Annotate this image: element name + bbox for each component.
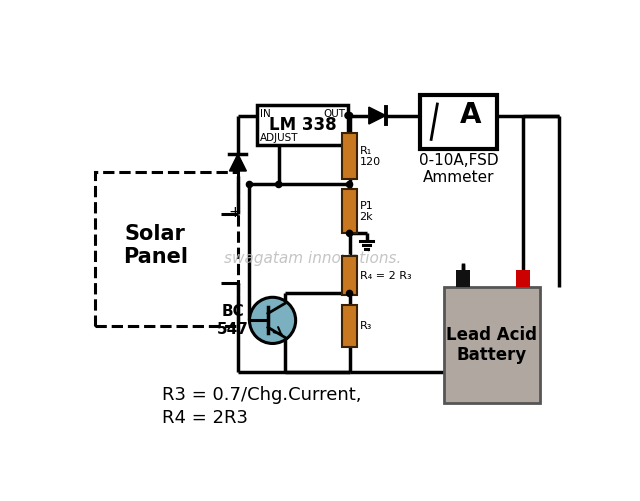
Text: swagatam innovations.: swagatam innovations. — [224, 252, 401, 266]
Circle shape — [346, 230, 353, 236]
Text: R4 = 2R3: R4 = 2R3 — [163, 409, 248, 427]
Bar — [342, 189, 357, 233]
Text: +: + — [228, 205, 241, 220]
Bar — [516, 271, 530, 287]
Circle shape — [345, 113, 351, 119]
Bar — [456, 271, 470, 287]
Text: IN: IN — [260, 109, 271, 119]
Circle shape — [276, 181, 282, 187]
Text: Solar
Panel: Solar Panel — [123, 224, 188, 268]
Polygon shape — [369, 107, 386, 124]
Text: R3 = 0.7/Chg.Current,: R3 = 0.7/Chg.Current, — [163, 386, 362, 404]
Text: LM 338: LM 338 — [269, 116, 337, 134]
Bar — [342, 257, 357, 295]
Polygon shape — [230, 154, 246, 171]
Text: BC
547: BC 547 — [216, 304, 248, 337]
Text: Lead Acid
Battery: Lead Acid Battery — [446, 326, 537, 364]
Circle shape — [346, 291, 353, 297]
Circle shape — [246, 181, 253, 187]
Circle shape — [346, 181, 353, 187]
Circle shape — [250, 297, 296, 344]
Text: P1
2k: P1 2k — [360, 200, 373, 222]
Text: R₃: R₃ — [360, 321, 372, 331]
Bar — [342, 133, 357, 179]
Bar — [444, 287, 540, 403]
Circle shape — [346, 113, 353, 119]
Text: R₁
120: R₁ 120 — [360, 146, 381, 167]
Text: 0-10A,FSD
Ammeter: 0-10A,FSD Ammeter — [419, 152, 499, 185]
Bar — [95, 172, 238, 326]
Text: ADJUST: ADJUST — [260, 133, 299, 143]
Bar — [257, 105, 348, 145]
Bar — [420, 95, 497, 149]
Text: OUT: OUT — [323, 109, 345, 119]
Text: R₄ = 2 R₃: R₄ = 2 R₃ — [360, 271, 411, 281]
Text: A: A — [460, 101, 481, 129]
Text: −: − — [228, 278, 241, 293]
Bar — [342, 305, 357, 347]
